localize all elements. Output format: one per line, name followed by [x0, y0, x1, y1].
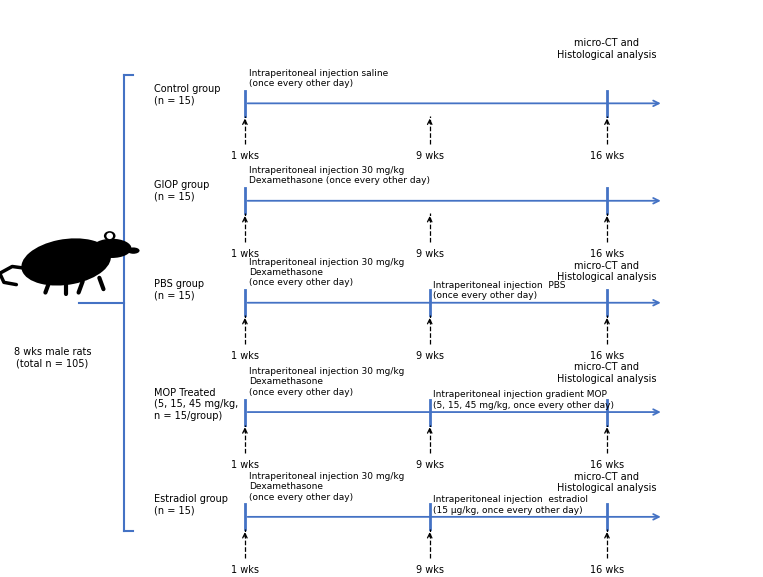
Text: Intraperitoneal injection gradient MOP
(5, 15, 45 mg/kg, once every other day): Intraperitoneal injection gradient MOP (… [433, 391, 614, 410]
Ellipse shape [106, 233, 113, 239]
Text: 1 wks: 1 wks [231, 351, 259, 361]
Text: Intraperitoneal injection saline
(once every other day): Intraperitoneal injection saline (once e… [249, 69, 388, 88]
Text: GIOP group
(n = 15): GIOP group (n = 15) [154, 180, 210, 201]
Text: 9 wks: 9 wks [416, 249, 444, 259]
Text: 9 wks: 9 wks [416, 152, 444, 162]
Text: Intraperitoneal injection 30 mg/kg
Dexamethasone
(once every other day): Intraperitoneal injection 30 mg/kg Dexam… [249, 367, 404, 397]
Text: Control group
(n = 15): Control group (n = 15) [154, 84, 221, 105]
Text: 9 wks: 9 wks [416, 351, 444, 361]
Text: 16 wks
micro-CT and
Histological analysis: 16 wks micro-CT and Histological analysi… [557, 249, 657, 282]
Text: Intraperitoneal injection 30 mg/kg
Dexamethasone
(once every other day): Intraperitoneal injection 30 mg/kg Dexam… [249, 472, 404, 501]
Ellipse shape [21, 238, 111, 286]
Text: 16 wks
micro-CT and
Histological analysis: 16 wks micro-CT and Histological analysi… [557, 460, 657, 493]
Text: Intraperitoneal injection  estradiol
(15 μg/kg, once every other day): Intraperitoneal injection estradiol (15 … [433, 495, 588, 515]
Ellipse shape [104, 231, 115, 241]
Text: 16 wks
micro-CT and
Histological analysis: 16 wks micro-CT and Histological analysi… [557, 351, 657, 384]
Text: 1 wks: 1 wks [231, 565, 259, 575]
Ellipse shape [92, 239, 131, 258]
Text: 9 wks: 9 wks [416, 460, 444, 470]
Text: Estradiol group
(n = 15): Estradiol group (n = 15) [154, 494, 228, 516]
Text: Intraperitoneal injection 30 mg/kg
Dexamethasone
(once every other day): Intraperitoneal injection 30 mg/kg Dexam… [249, 258, 404, 287]
Text: 1 wks: 1 wks [231, 460, 259, 470]
Text: MOP Treated
(5, 15, 45 mg/kg,
n = 15/group): MOP Treated (5, 15, 45 mg/kg, n = 15/gro… [154, 388, 239, 421]
Text: 1 wks: 1 wks [231, 152, 259, 162]
Text: PBS group
(n = 15): PBS group (n = 15) [154, 279, 204, 301]
Text: 16 wks: 16 wks [590, 152, 624, 162]
Text: micro-CT and
Histological analysis: micro-CT and Histological analysis [557, 38, 657, 60]
Ellipse shape [127, 248, 140, 254]
Text: Intraperitoneal injection 30 mg/kg
Dexamethasone (once every other day): Intraperitoneal injection 30 mg/kg Dexam… [249, 166, 430, 185]
Text: Intraperitoneal injection  PBS
(once every other day): Intraperitoneal injection PBS (once ever… [433, 281, 566, 301]
Text: 1 wks: 1 wks [231, 249, 259, 259]
Text: 9 wks: 9 wks [416, 565, 444, 575]
Text: 8 wks male rats
(total n = 105): 8 wks male rats (total n = 105) [14, 347, 92, 369]
Text: 16 wks: 16 wks [590, 565, 624, 575]
